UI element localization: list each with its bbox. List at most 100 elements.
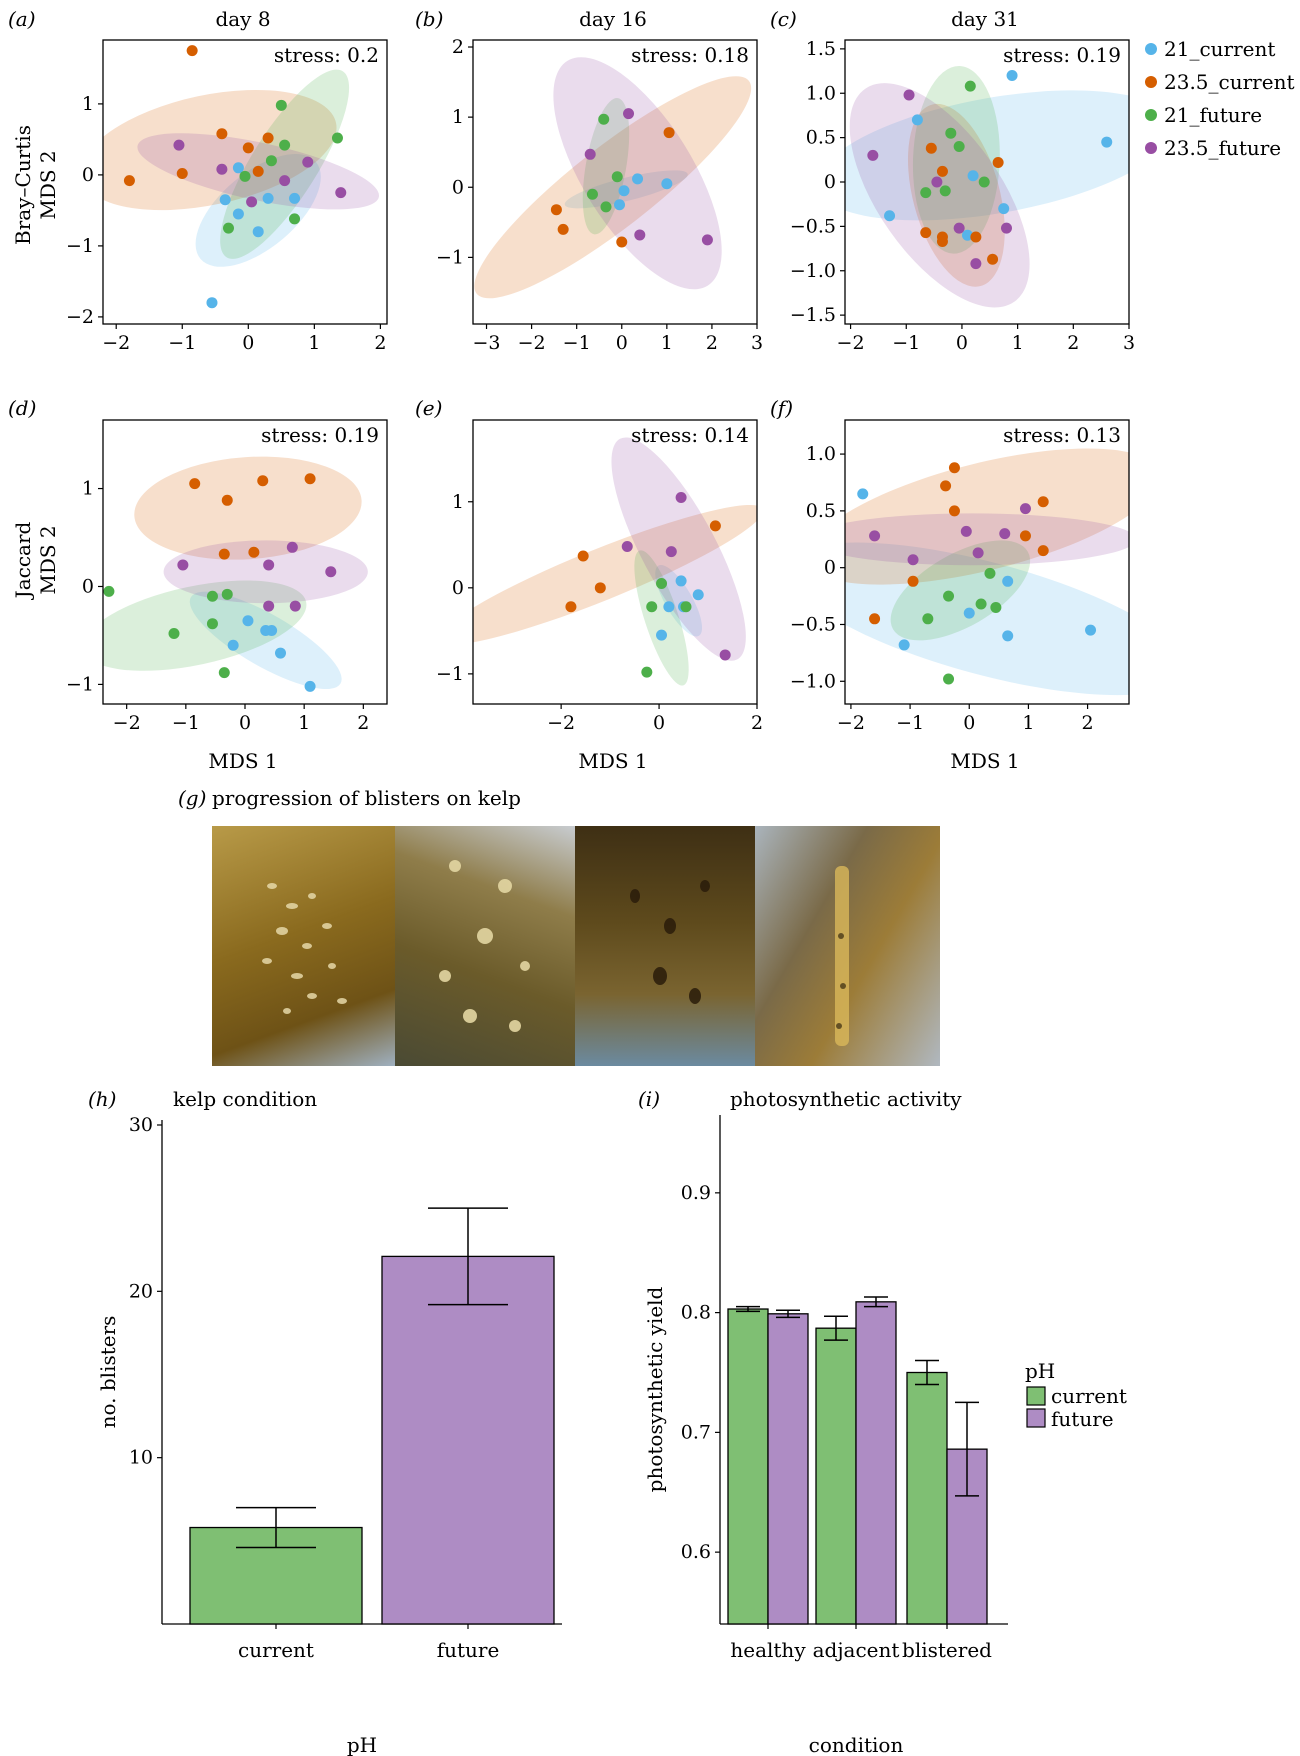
stress-label-d: stress: 0.19	[261, 423, 379, 447]
point-21-current	[967, 170, 979, 182]
legend-label-21-future: 21_future	[1164, 103, 1262, 127]
x-tick-label: −1	[168, 332, 196, 354]
plot-frame-f	[844, 419, 1130, 705]
column-title-day-8: day 8	[215, 7, 270, 31]
legend-marker-23-5-current	[1145, 76, 1157, 88]
stress-label-f: stress: 0.13	[1003, 423, 1121, 447]
y-tick-label: 1	[82, 478, 94, 500]
point-21-future	[206, 618, 218, 630]
panel-i-title: photosynthetic activity	[730, 1087, 962, 1111]
x-tick-label: 0	[653, 712, 665, 734]
bar-adjacent-current	[815, 1327, 857, 1625]
point-23-5-future	[584, 148, 596, 160]
y-tick-label: 1.0	[806, 82, 836, 104]
panel-letter-e: (e)	[415, 396, 442, 420]
point-21-current	[898, 639, 910, 651]
point-21-future	[984, 567, 996, 579]
x-tick-label: 2	[751, 712, 763, 734]
x-tick-label: 1	[298, 712, 310, 734]
plot-frame-a	[102, 39, 388, 325]
point-23-5-current	[557, 223, 569, 235]
plot-area-e	[473, 437, 757, 686]
point-21-future	[275, 99, 287, 111]
point-23-5-future	[972, 547, 984, 559]
point-21-current	[1085, 624, 1097, 636]
point-23-5-current	[907, 575, 919, 587]
plot-area-c	[845, 65, 1129, 308]
bar-healthy-current	[727, 1308, 769, 1625]
point-21-future	[646, 601, 658, 613]
y-tick-label: 1.0	[806, 443, 836, 465]
point-23-5-future	[907, 554, 919, 566]
ellipse-23-5-current	[473, 504, 757, 645]
bar-chart-kelp-condition: current future 10 20 30 no. blisters pH	[96, 1114, 562, 1756]
point-23-5-future	[999, 528, 1011, 540]
x-tick-label: −1	[896, 712, 924, 734]
point-23-5-current	[940, 480, 952, 492]
ph-legend-swatch-future	[1026, 1408, 1046, 1428]
ellipse-23-5-future	[845, 513, 1129, 566]
bar-chart-photosynthetic-activity: healthy adjacent blistered 0.6 0.7 0.8 0.9 phot…	[643, 1115, 1008, 1756]
y-axis-label: no. blisters	[96, 1316, 120, 1429]
mds-panel-a: stress: 0.2 −2 −1 0 1 2 −2 −1 0 1	[66, 39, 388, 354]
ellipse-23-5-future	[849, 83, 1030, 308]
ellipse-23-5-future	[611, 437, 746, 661]
x-tick-label: −2	[837, 332, 865, 354]
y-tick-label: 0.7	[681, 1421, 711, 1443]
x-tick-label: 1	[1022, 712, 1034, 734]
plot-area-b	[474, 57, 752, 299]
point-23-5-future	[1000, 222, 1012, 234]
stress-label-e: stress: 0.14	[631, 423, 749, 447]
point-21-current	[963, 607, 975, 619]
stress-label-c: stress: 0.19	[1003, 43, 1121, 67]
point-23-5-current	[186, 45, 198, 57]
y-tick-label: 10	[129, 1447, 153, 1469]
y-tick-label: 0.8	[681, 1302, 711, 1324]
point-21-future	[239, 170, 251, 182]
y-tick-label: 1.5	[806, 38, 836, 60]
y-axis-label: photosynthetic yield	[643, 1286, 667, 1492]
x-tick-label: 1	[661, 332, 673, 354]
ph-legend-swatch-current	[1026, 1386, 1046, 1406]
x-tick-label-adjacent: adjacent	[813, 1638, 900, 1662]
point-23-5-current	[992, 156, 1004, 168]
point-23-5-current	[936, 165, 948, 177]
legend-label-23-5-current: 23.5_current	[1164, 70, 1295, 94]
panel-letter-h: (h)	[88, 1087, 117, 1111]
kelp-blister-photo-1	[262, 883, 347, 1014]
kelp-photo-3	[575, 826, 755, 1066]
point-21-future	[975, 598, 987, 610]
point-21-future	[978, 176, 990, 188]
point-21-future	[206, 590, 218, 602]
point-21-current	[911, 114, 923, 126]
point-21-current	[857, 488, 869, 500]
point-21-current	[998, 203, 1010, 215]
point-21-future	[218, 667, 230, 679]
column-title-day-16: day 16	[579, 7, 647, 31]
point-21-current	[232, 208, 244, 220]
panel-letter-b: (b)	[415, 7, 443, 31]
point-21-future	[600, 201, 612, 213]
point-21-current	[614, 199, 626, 211]
x-tick-label: −1	[172, 712, 200, 734]
y-tick-label: −1	[436, 246, 464, 268]
point-21-future	[289, 213, 301, 225]
point-21-future	[953, 141, 965, 152]
point-21-current	[289, 192, 301, 204]
point-21-current	[219, 194, 231, 206]
point-23-5-current	[663, 127, 675, 139]
mds-panel-f: stress: 0.13 −2 −1 0 1 2 −1.0 −0.5 0 0.5 1.0	[790, 419, 1130, 734]
y-tick-label: −1.0	[790, 260, 836, 282]
x-tick-label: 0	[239, 712, 251, 734]
y-tick-label: 0.9	[681, 1182, 711, 1204]
y-tick-label: 0.5	[806, 127, 836, 149]
x-tick-label: 2	[1067, 332, 1079, 354]
x-tick-label: 1	[1012, 332, 1024, 354]
ellipse-21-current	[845, 90, 1129, 221]
panel-letter-g: (g)	[178, 786, 206, 810]
row-label-jaccard-axis: MDS 2	[36, 525, 60, 594]
point-21-future	[945, 127, 957, 139]
mds-xlabel-e: MDS 1	[578, 749, 647, 773]
ellipse-23-5-current	[845, 448, 1129, 585]
